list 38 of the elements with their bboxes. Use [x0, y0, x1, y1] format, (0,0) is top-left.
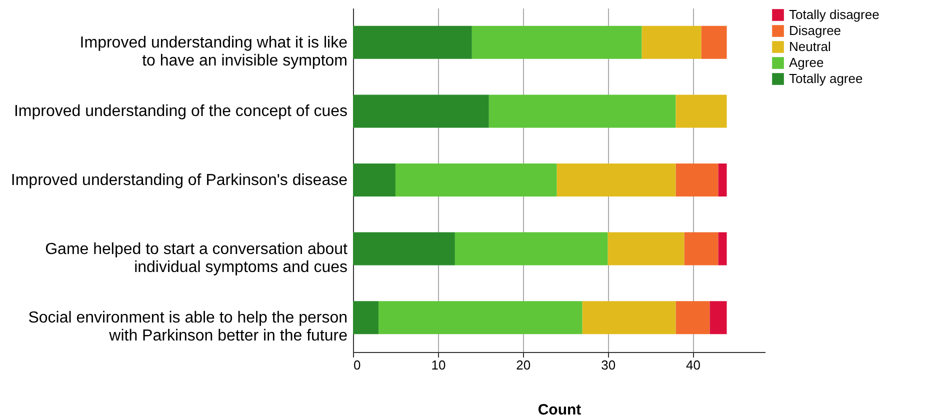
x-tick-label: 40 [686, 358, 701, 372]
legend-label: Disagree [789, 23, 842, 38]
legend-label: Agree [789, 55, 824, 70]
x-tick-label: 10 [431, 358, 446, 372]
bar [378, 301, 582, 334]
bar [353, 232, 455, 266]
legend-label: Totally disagree [789, 7, 880, 22]
bar [676, 163, 718, 197]
bar [454, 232, 608, 266]
bar [701, 26, 727, 59]
y-tick-label: Improved understanding what it is like to have an invisible symptom [80, 34, 348, 70]
bar [710, 301, 727, 334]
bar [684, 232, 718, 266]
bar [488, 94, 676, 128]
bar [642, 26, 702, 59]
bar [608, 232, 684, 266]
bar [556, 163, 676, 197]
bar [582, 301, 676, 334]
x-axis-title: Count [538, 402, 582, 418]
x-tick-label: 30 [601, 358, 616, 372]
bar [353, 301, 378, 334]
x-tick-label: 20 [516, 358, 531, 372]
bar [395, 163, 557, 197]
y-tick-label: Improved understanding of Parkinson's disease [10, 172, 348, 189]
bar [718, 163, 727, 197]
x-tick-label: 0 [354, 358, 361, 372]
bar [353, 163, 396, 197]
y-tick-label: Game helped to start a conversation about individual symptoms and cues [45, 240, 348, 276]
bar [676, 301, 710, 334]
bar [676, 94, 727, 128]
legend-label: Totally agree [789, 71, 863, 86]
bar [472, 26, 642, 59]
y-tick-label: Improved understanding of the concept of cues [14, 103, 348, 120]
legend-label: Neutral [789, 39, 832, 54]
y-tick-label: Social environment is able to help the person with Parkinson better in the future [28, 310, 348, 345]
bar [353, 26, 472, 59]
bar [718, 232, 727, 266]
bar [353, 94, 489, 128]
